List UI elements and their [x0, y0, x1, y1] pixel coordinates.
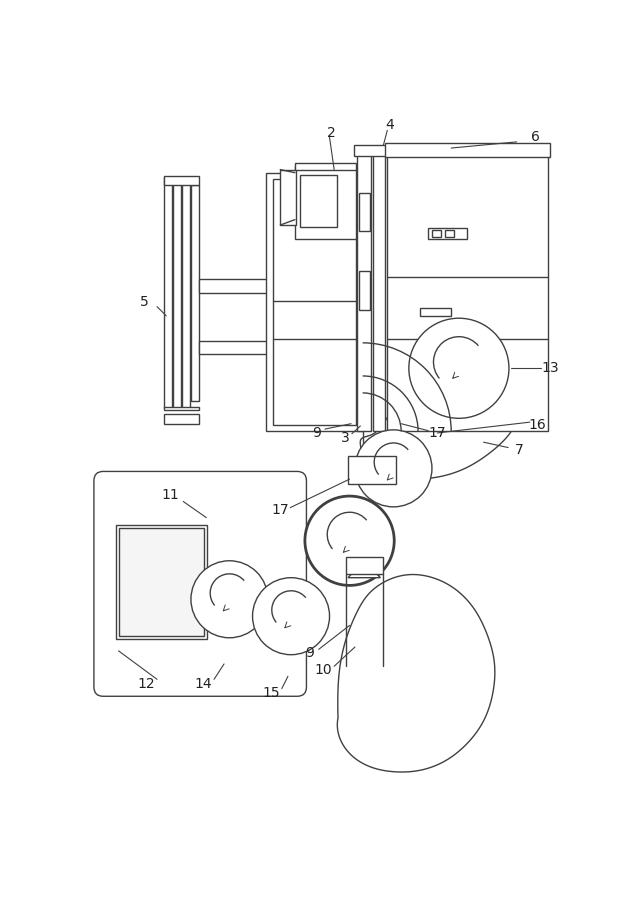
Polygon shape — [337, 574, 495, 772]
Text: 3: 3 — [341, 431, 350, 446]
Bar — [385, 143, 550, 157]
Bar — [300, 175, 337, 228]
Polygon shape — [348, 561, 380, 578]
Text: 6: 6 — [531, 130, 540, 144]
Bar — [295, 164, 356, 169]
Text: 9: 9 — [312, 426, 321, 440]
Bar — [116, 526, 207, 639]
Bar — [420, 308, 451, 316]
Bar — [432, 230, 441, 238]
Bar — [198, 279, 284, 292]
Circle shape — [355, 430, 432, 507]
Polygon shape — [360, 318, 524, 479]
Bar — [387, 156, 548, 431]
Bar — [164, 407, 198, 410]
Bar — [372, 154, 385, 431]
FancyBboxPatch shape — [94, 472, 307, 697]
Circle shape — [253, 578, 330, 654]
Bar — [198, 340, 284, 355]
Text: 17: 17 — [271, 503, 289, 517]
Circle shape — [191, 561, 268, 638]
Bar — [357, 154, 371, 431]
Text: 15: 15 — [262, 686, 280, 700]
Bar — [164, 177, 172, 409]
Bar — [359, 193, 369, 231]
Bar — [191, 185, 198, 400]
Bar — [164, 415, 198, 424]
Bar — [182, 177, 190, 409]
Bar — [164, 176, 198, 185]
Text: 10: 10 — [315, 663, 332, 677]
Text: 7: 7 — [515, 443, 524, 457]
Bar — [119, 528, 204, 636]
Bar — [354, 145, 388, 156]
Bar — [348, 456, 396, 484]
Text: 11: 11 — [161, 488, 179, 501]
Text: 5: 5 — [140, 295, 149, 309]
Text: 9: 9 — [305, 646, 314, 661]
Bar — [346, 557, 383, 574]
Text: 2: 2 — [328, 126, 336, 140]
Bar — [280, 169, 296, 225]
Bar — [266, 174, 363, 431]
Text: 16: 16 — [529, 418, 547, 432]
Bar — [420, 374, 447, 382]
Text: 13: 13 — [541, 361, 559, 375]
Text: 17: 17 — [429, 426, 446, 440]
Bar — [445, 230, 454, 238]
Bar — [273, 179, 356, 425]
Bar — [359, 271, 369, 310]
Circle shape — [409, 319, 509, 418]
Text: 12: 12 — [138, 677, 155, 691]
Circle shape — [305, 496, 394, 585]
Text: 4: 4 — [385, 118, 394, 132]
Bar — [295, 166, 356, 238]
Bar — [428, 228, 467, 238]
Bar — [173, 177, 181, 409]
Text: 14: 14 — [195, 677, 212, 691]
